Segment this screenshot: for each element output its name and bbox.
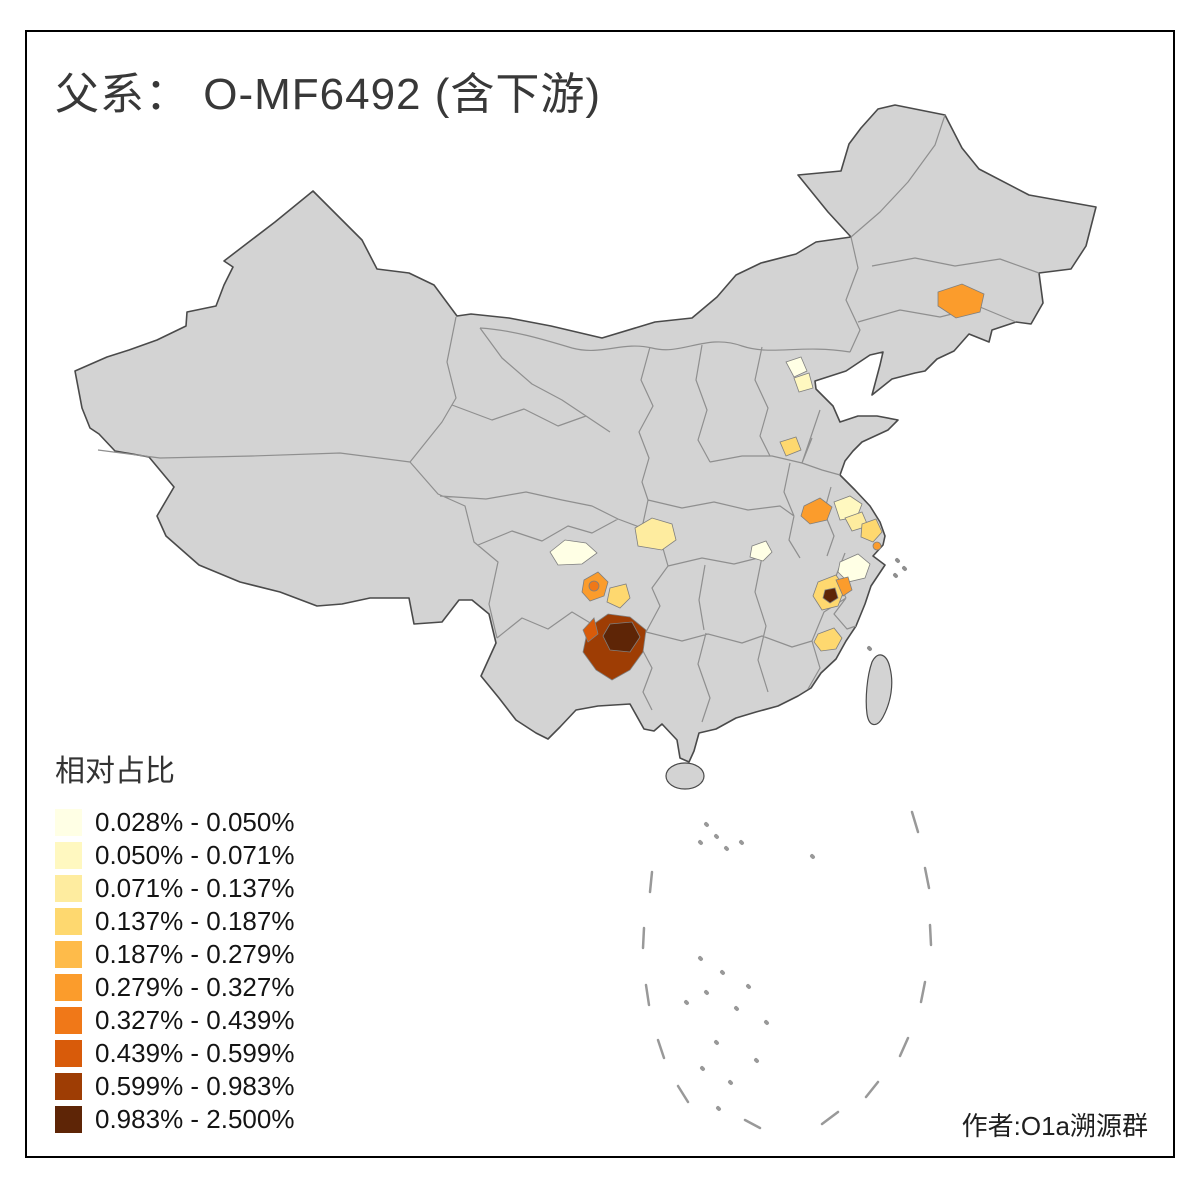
legend-item: 0.439% - 0.599% xyxy=(55,1037,294,1070)
region-anhui-south-east xyxy=(835,576,853,597)
region-beijing-vicinity-b xyxy=(793,372,814,393)
region-northeast-jilin xyxy=(937,283,985,319)
legend-item: 0.137% - 0.187% xyxy=(55,905,294,938)
legend-item: 0.187% - 0.279% xyxy=(55,938,294,971)
legend-swatch xyxy=(55,875,82,902)
region-guizhou-west xyxy=(606,583,631,609)
region-north-china-plain xyxy=(779,436,802,457)
legend-swatch xyxy=(55,974,82,1001)
legend-swatch xyxy=(55,1007,82,1034)
attribution: 作者:O1a溯源群 xyxy=(961,1111,1148,1141)
region-zhejiang-north xyxy=(837,553,871,583)
taiwan-island xyxy=(865,654,893,726)
legend-swatch xyxy=(55,809,82,836)
legend-swatch xyxy=(55,1040,82,1067)
legend-swatch xyxy=(55,842,82,869)
legend-swatch xyxy=(55,908,82,935)
highlighted-regions xyxy=(549,283,985,681)
legend-item: 0.071% - 0.137% xyxy=(55,872,294,905)
page-title: 父系： O-MF6492 (含下游) xyxy=(55,70,602,119)
sea-islets xyxy=(684,822,815,1111)
region-beijing-vicinity-a xyxy=(785,356,808,378)
legend-swatch xyxy=(55,1106,82,1133)
region-shanghai-vicinity xyxy=(860,518,883,543)
province-borders xyxy=(97,114,1040,723)
legend: 相对占比 0.028% - 0.050% 0.050% - 0.071% 0.071… xyxy=(55,746,294,1136)
legend-rows: 0.028% - 0.050% 0.050% - 0.071% 0.071% - 0… xyxy=(55,806,294,1136)
legend-swatch xyxy=(55,941,82,968)
legend-swatch xyxy=(55,1073,82,1100)
region-sichuan-west xyxy=(549,539,598,566)
legend-item: 0.028% - 0.050% xyxy=(55,806,294,839)
legend-label: 0.050% - 0.071% xyxy=(95,840,295,870)
legend-label: 0.327% - 0.439% xyxy=(95,1005,295,1035)
legend-item: 0.599% - 0.983% xyxy=(55,1070,294,1103)
legend-item: 0.050% - 0.071% xyxy=(55,839,294,872)
legend-item: 0.279% - 0.327% xyxy=(55,971,294,1004)
region-shanghai-dot xyxy=(872,541,882,551)
legend-label: 0.137% - 0.187% xyxy=(95,906,295,936)
legend-item: 0.983% - 2.500% xyxy=(55,1103,294,1136)
legend-label: 0.187% - 0.279% xyxy=(95,939,295,969)
legend-label: 0.028% - 0.050% xyxy=(95,807,295,837)
region-anhui-central xyxy=(800,497,833,525)
legend-label: 0.599% - 0.983% xyxy=(95,1071,295,1101)
region-yunnan-northeast-core xyxy=(602,621,641,653)
legend-item: 0.327% - 0.439% xyxy=(55,1004,294,1037)
legend-label: 0.439% - 0.599% xyxy=(95,1038,295,1068)
region-sichuan-northeast xyxy=(634,517,677,551)
region-hubei-east xyxy=(749,540,773,562)
nine-dash-line-segments xyxy=(641,810,933,1130)
region-sichuan-south-core xyxy=(588,580,600,592)
region-fujian-north xyxy=(813,627,843,652)
legend-title: 相对占比 xyxy=(55,755,175,788)
legend-label: 0.279% - 0.327% xyxy=(95,972,295,1002)
coastal-islets xyxy=(867,558,907,651)
legend-label: 0.071% - 0.137% xyxy=(95,873,295,903)
china-mainland-outline xyxy=(74,104,1097,763)
region-anhui-south-core xyxy=(822,587,839,604)
region-yunnan-northeast-west xyxy=(582,617,599,643)
region-jiangsu-a xyxy=(833,495,863,521)
hainan-island xyxy=(665,762,705,790)
legend-label: 0.983% - 2.500% xyxy=(95,1104,295,1134)
